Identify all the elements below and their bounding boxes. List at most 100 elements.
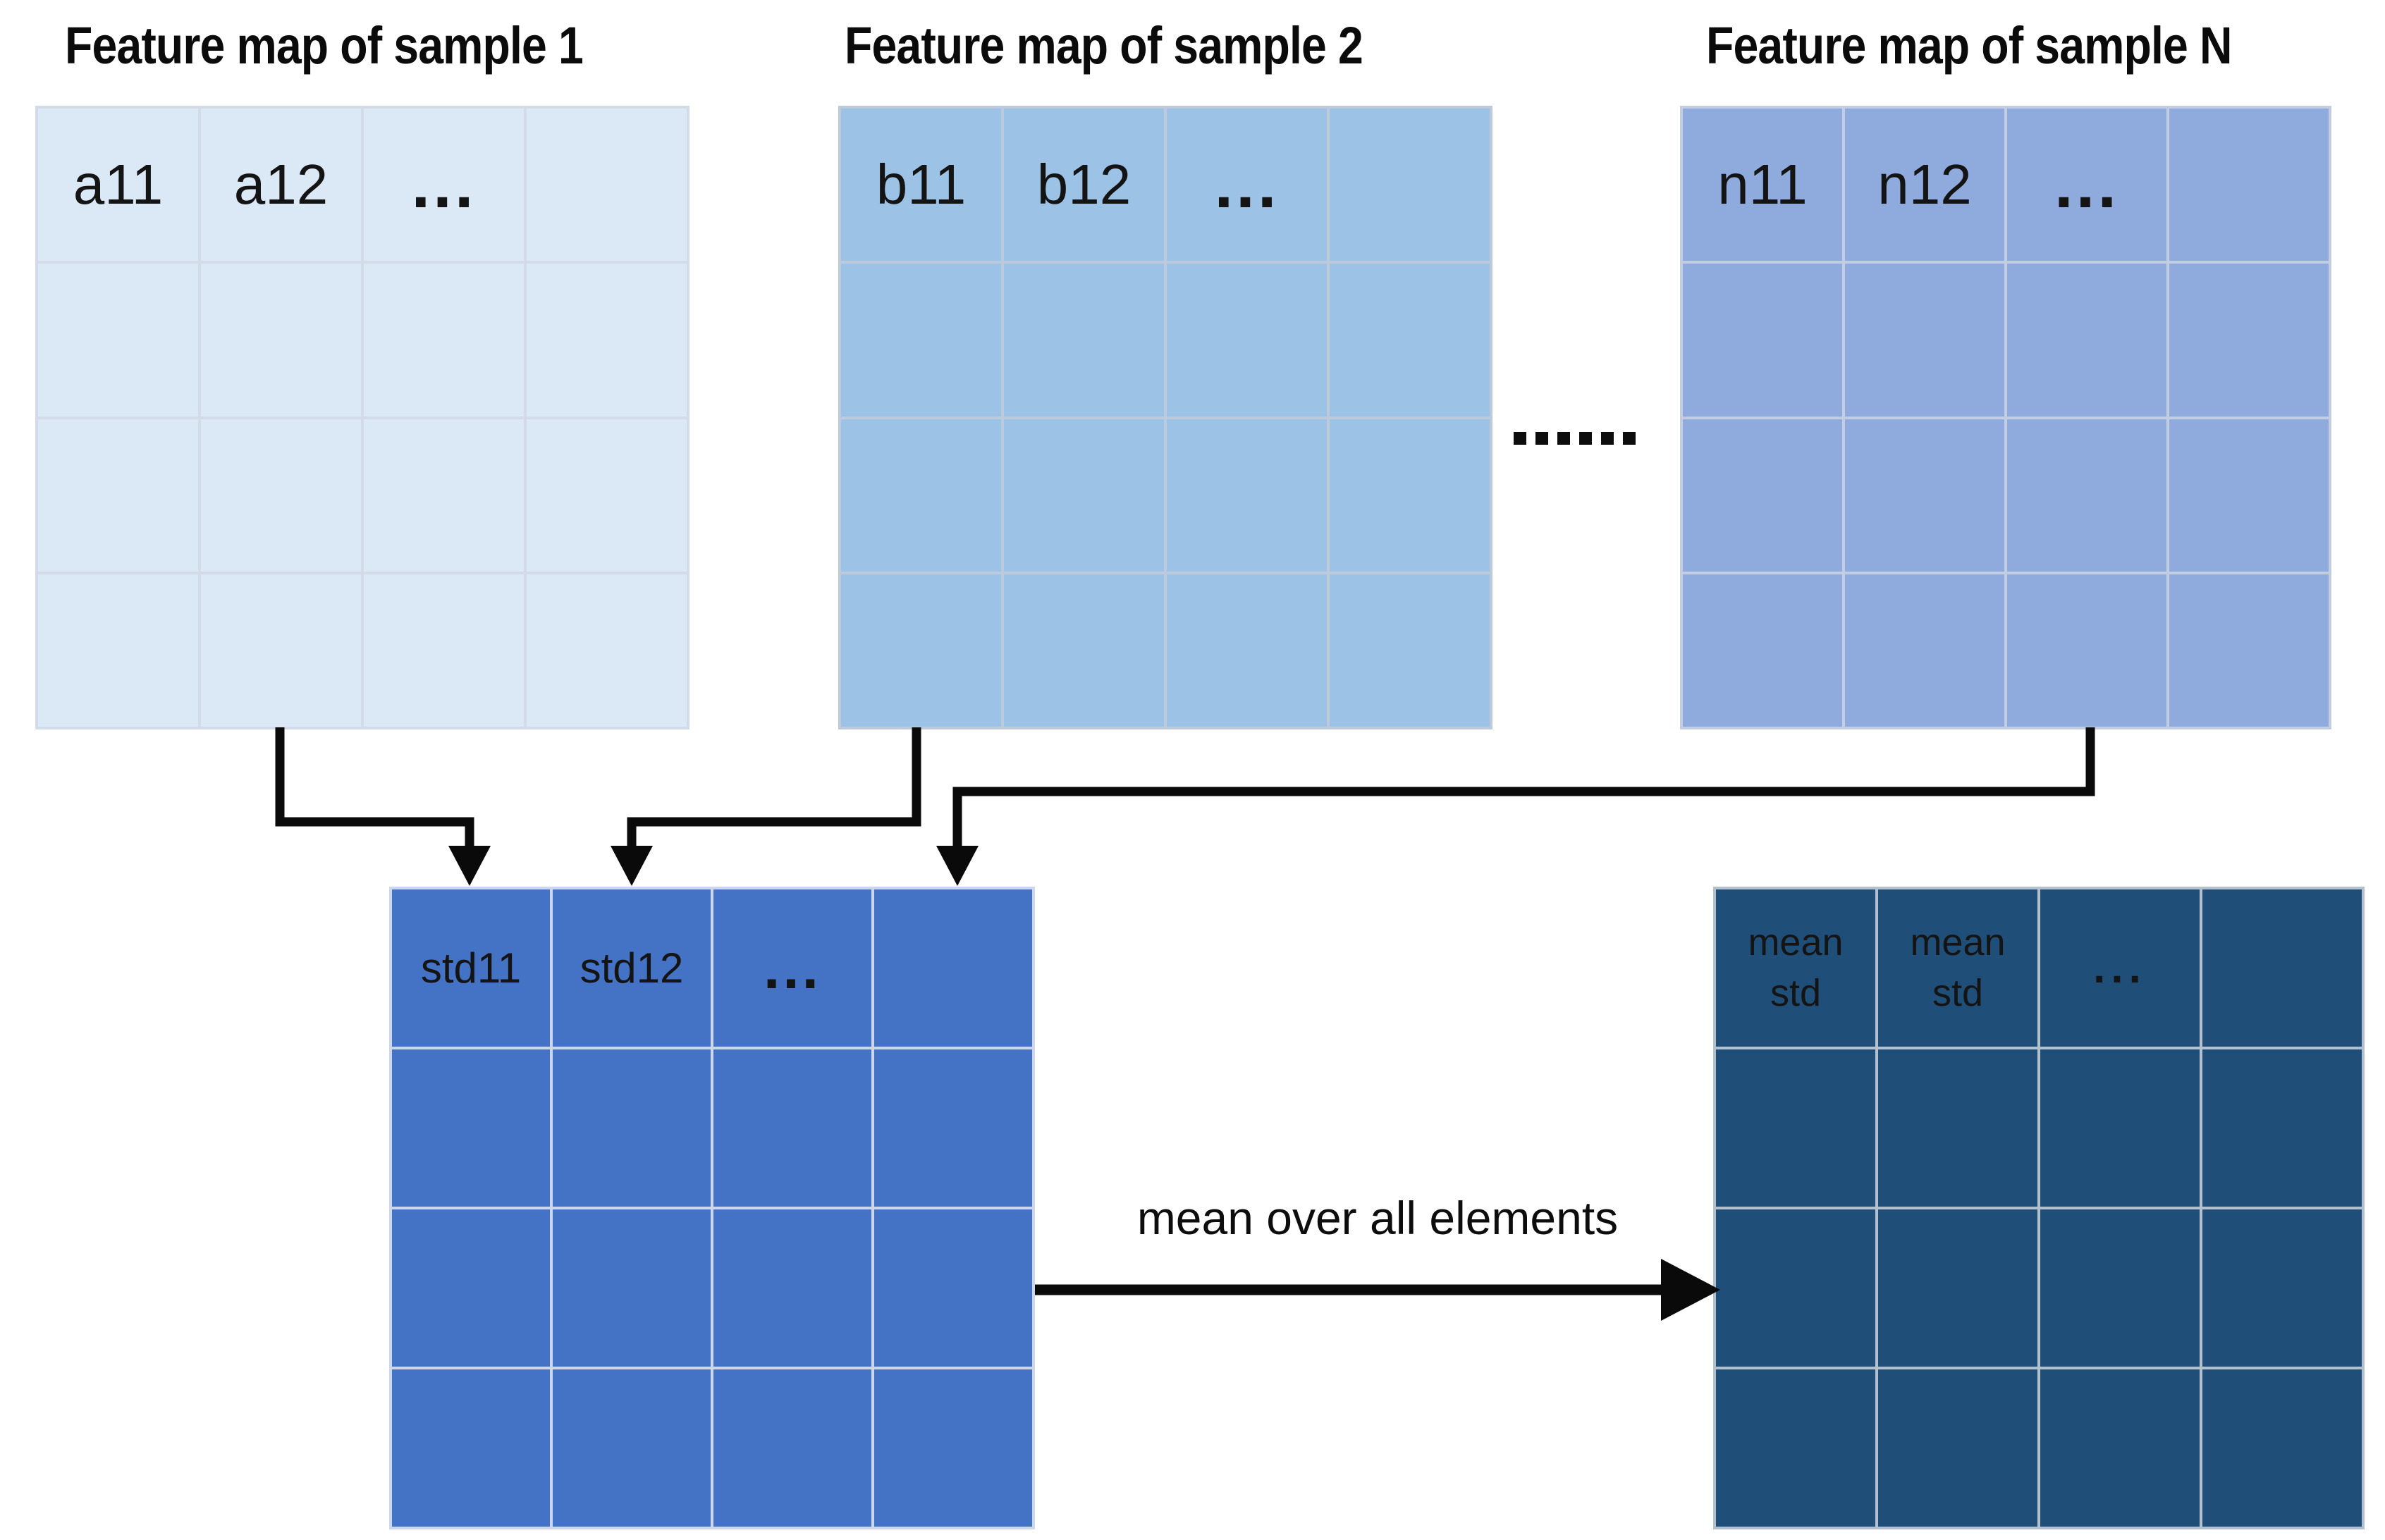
- grid-cell: [1004, 419, 1164, 572]
- grid-cell: [1330, 109, 1490, 261]
- grid-cell: [1683, 264, 1842, 417]
- grid-cell: [1845, 574, 2004, 727]
- cell-label: n11: [1717, 153, 1808, 216]
- grid-cell: [2007, 419, 2166, 572]
- grid-cell: [2040, 1049, 2200, 1207]
- grid-cell: [1878, 1209, 2037, 1367]
- arrowhead-sample2-to-std-icon: [611, 846, 653, 886]
- arrowhead-sampleN-to-std-icon: [936, 846, 979, 886]
- grid-cell: [1167, 574, 1327, 727]
- mean-std-result-grid: mean std mean std...: [1713, 887, 2365, 1529]
- grid-cell: [1683, 419, 1842, 572]
- grid-cell: [392, 1049, 550, 1207]
- grid-cell: [1330, 264, 1490, 417]
- grid-cell: ...: [2040, 889, 2200, 1047]
- grid-cell: b11: [841, 109, 1001, 261]
- grid-cell: [38, 574, 198, 727]
- grid-cell: [553, 1369, 711, 1527]
- grid-cell: [201, 264, 361, 417]
- feature-map-grid-sample-1: a11 a12...: [35, 106, 689, 729]
- grid-cell: [1878, 1049, 2037, 1207]
- grid-cell: [713, 1369, 871, 1527]
- grid-cell: n11: [1683, 109, 1842, 261]
- mean-over-all-elements-label: mean over all elements: [1136, 1192, 1619, 1244]
- grid-cell: [2169, 109, 2329, 261]
- dot: [1623, 432, 1636, 445]
- continuation-dots: [1514, 432, 1636, 445]
- grid-cell: ...: [1167, 109, 1327, 261]
- grid-cell: [2169, 419, 2329, 572]
- grid-cell: ...: [713, 889, 871, 1047]
- grid-cell: [201, 574, 361, 727]
- dot: [1579, 432, 1592, 445]
- grid-cell: [841, 419, 1001, 572]
- grid-cell: [2202, 1049, 2362, 1207]
- grid-cell: [38, 419, 198, 572]
- feature-map-grid-sample-n: n11 n12...: [1680, 106, 2331, 729]
- grid-cell: [2202, 889, 2362, 1047]
- cell-label: mean std: [1748, 921, 1844, 1014]
- grid-cell: [553, 1209, 711, 1367]
- arrow-sampleN-to-std: [952, 727, 2095, 850]
- arrowhead-sample1-to-std-icon: [448, 846, 491, 886]
- grid-cell: [2202, 1369, 2362, 1527]
- grid-cell: mean std: [1878, 889, 2037, 1047]
- grid-cell: [1167, 419, 1327, 572]
- cell-label: b11: [876, 153, 967, 216]
- cell-label: std12: [580, 944, 684, 992]
- grid-cell: [2007, 264, 2166, 417]
- grid-cell: [38, 264, 198, 417]
- grid-cell: [841, 574, 1001, 727]
- cell-label: std11: [420, 944, 522, 992]
- grid-cell: [527, 574, 687, 727]
- cell-label: n12: [1877, 153, 1972, 216]
- grid-cell: [1004, 264, 1164, 417]
- grid-cell: [713, 1209, 871, 1367]
- title-sample-2: Feature map of sample 2: [845, 16, 1363, 75]
- grid-cell: [1330, 574, 1490, 727]
- grid-cell: [2202, 1209, 2362, 1367]
- grid-cell: [1716, 1209, 1875, 1367]
- grid-cell: [2169, 264, 2329, 417]
- cell-label: ...: [2093, 943, 2147, 992]
- grid-cell: [1167, 264, 1327, 417]
- grid-cell: [201, 419, 361, 572]
- grid-cell: [841, 264, 1001, 417]
- std-result-grid: std11 std12...: [389, 887, 1035, 1529]
- grid-cell: [364, 574, 524, 727]
- cell-label: a12: [233, 153, 329, 216]
- grid-cell: [874, 889, 1032, 1047]
- grid-cell: [364, 264, 524, 417]
- grid-cell: [2040, 1209, 2200, 1367]
- grid-cell: [364, 419, 524, 572]
- grid-cell: [2007, 574, 2166, 727]
- grid-cell: [874, 1369, 1032, 1527]
- grid-cell: [1845, 419, 2004, 572]
- cell-label: ...: [763, 935, 821, 1001]
- title-sample-n: Feature map of sample N: [1706, 16, 2232, 75]
- grid-cell: [527, 264, 687, 417]
- grid-cell: [392, 1369, 550, 1527]
- grid-cell: [1716, 1049, 1875, 1207]
- dot: [1514, 432, 1526, 445]
- arrowhead-std-to-meanstd-icon: [1661, 1259, 1720, 1321]
- grid-cell: [713, 1049, 871, 1207]
- feature-map-grid-sample-2: b11 b12...: [838, 106, 1492, 729]
- grid-cell: n12: [1845, 109, 2004, 261]
- grid-cell: b12: [1004, 109, 1164, 261]
- grid-cell: [527, 419, 687, 572]
- arrow-sample2-to-std: [627, 727, 921, 850]
- cell-label: mean std: [1910, 921, 2006, 1014]
- grid-cell: [392, 1209, 550, 1367]
- title-sample-1: Feature map of sample 1: [65, 16, 584, 75]
- grid-cell: ...: [364, 109, 524, 261]
- grid-cell: [874, 1049, 1032, 1207]
- cell-label: b12: [1036, 153, 1132, 216]
- grid-cell: [1845, 264, 2004, 417]
- cell-label: ...: [2054, 147, 2119, 223]
- grid-cell: [2040, 1369, 2200, 1527]
- dot: [1557, 432, 1570, 445]
- grid-cell: [1878, 1369, 2037, 1527]
- grid-cell: [1683, 574, 1842, 727]
